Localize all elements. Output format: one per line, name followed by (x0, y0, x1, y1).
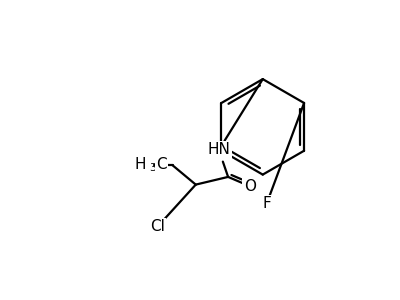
Text: H: H (134, 157, 146, 172)
Text: C: C (156, 157, 167, 172)
Text: F: F (262, 196, 271, 211)
Text: 3: 3 (149, 164, 156, 173)
Text: O: O (244, 178, 256, 194)
Text: HN: HN (208, 142, 230, 158)
Text: Cl: Cl (150, 220, 165, 235)
